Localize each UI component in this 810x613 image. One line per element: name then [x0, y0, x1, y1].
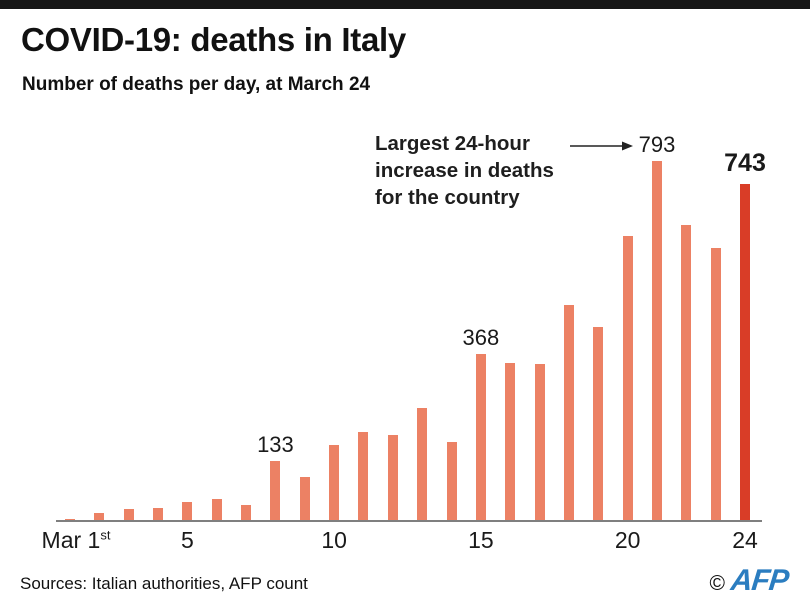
bar-mar-8: [270, 460, 281, 521]
x-tick-20: 20: [614, 527, 641, 553]
bar-mar-20: [622, 236, 633, 521]
bar-mar-24: [740, 183, 750, 521]
x-tick-15: 15: [468, 527, 494, 553]
bar-mar-15: [475, 353, 486, 521]
sources-note: Sources: Italian authorities, AFP count: [20, 574, 308, 593]
bar-mar-18: [563, 305, 574, 521]
bar-mar-12: [387, 435, 398, 521]
bar-mar-7: [241, 504, 252, 521]
bar-mar-1: [65, 518, 75, 521]
annotation-arrow-icon: [570, 141, 633, 151]
deaths-bar-chart: 133 368 793 743: [0, 134, 810, 521]
bar-mar-10: [329, 444, 340, 521]
bar-mar-22: [681, 225, 692, 521]
x-tick-10: 10: [321, 527, 347, 553]
x-tick-24: 24: [732, 527, 758, 553]
bar-mar-3: [123, 508, 134, 521]
page-title: COVID-19: deaths in Italy: [21, 21, 406, 58]
value-label-368: 368: [462, 324, 500, 350]
top-accent-bar: [0, 0, 810, 9]
x-axis-tick-labels: Mar 1st 5 10 15 20 24: [0, 527, 810, 558]
x-tick-5: 5: [180, 527, 194, 553]
value-label-743: 743: [724, 148, 766, 177]
bar-mar-19: [593, 327, 604, 521]
bar-mar-4: [153, 508, 164, 521]
bar-mar-5: [182, 502, 193, 521]
bar-mar-13: [417, 407, 428, 521]
bar-mar-23: [710, 248, 721, 521]
value-label-133: 133: [257, 431, 294, 457]
afp-logo: © AFP: [709, 564, 790, 597]
annotation-text: Largest 24-hour increase in deaths for the…: [375, 130, 554, 211]
x-axis-line: [56, 520, 762, 522]
bar-mar-16: [505, 362, 516, 521]
bar-mar-6: [211, 498, 222, 521]
annotation-line: for the country: [375, 186, 520, 209]
bar-mar-9: [299, 476, 310, 521]
copyright-icon: ©: [709, 571, 725, 595]
annotation-line: increase in deaths: [375, 159, 554, 182]
afp-logo-text: AFP: [729, 564, 790, 597]
page-subtitle: Number of deaths per day, at March 24: [22, 74, 371, 95]
bar-mar-2: [94, 512, 105, 521]
value-label-793: 793: [638, 132, 676, 157]
annotation-line: Largest 24-hour: [375, 132, 530, 155]
bar-mar-14: [446, 441, 457, 521]
bar-mar-11: [358, 432, 369, 521]
x-tick-mar-1: Mar 1st: [41, 527, 111, 553]
bar-mar-21: [651, 161, 662, 521]
bar-mar-17: [534, 364, 545, 521]
